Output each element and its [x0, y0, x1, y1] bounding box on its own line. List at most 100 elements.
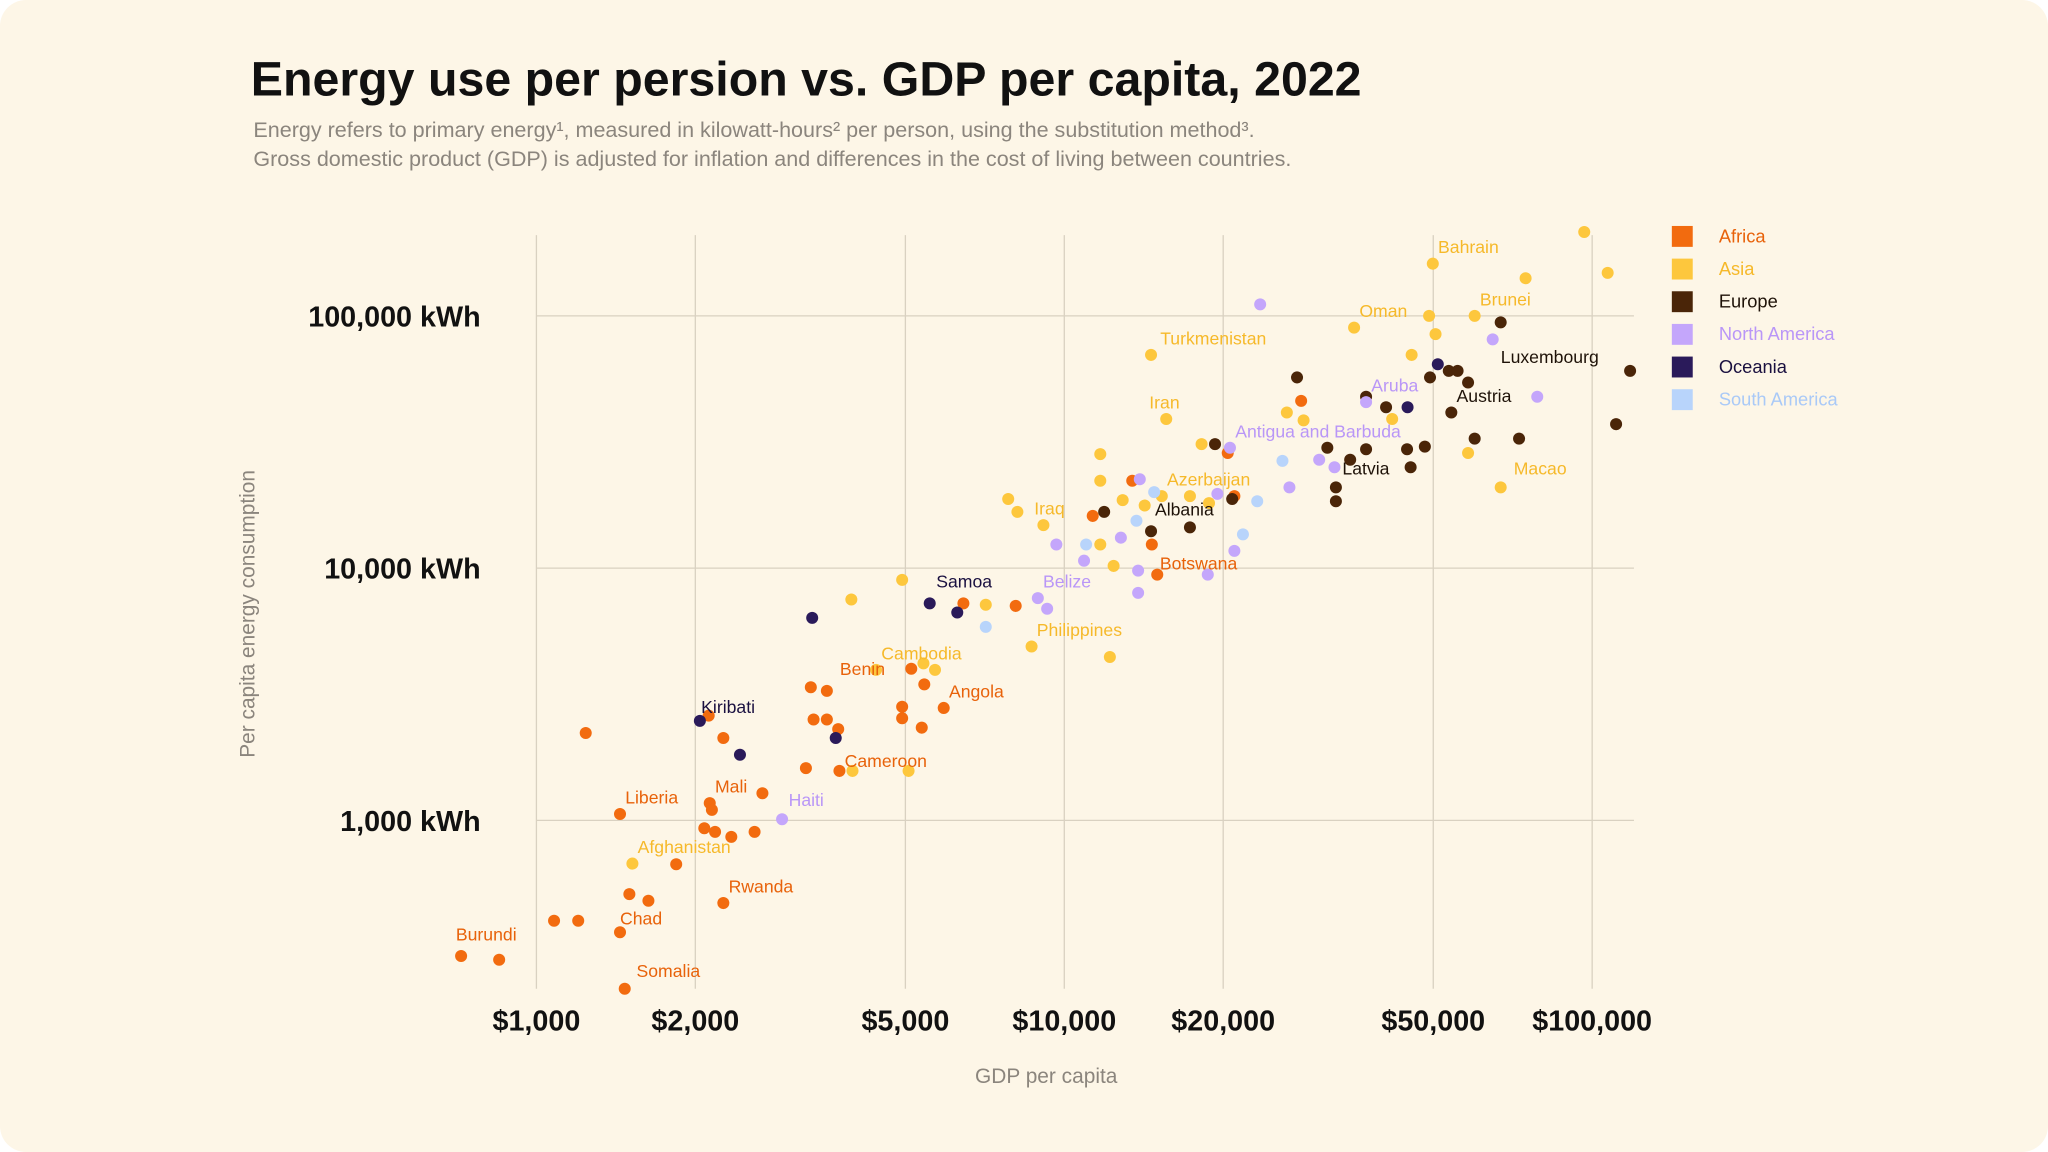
data-point-asia — [845, 593, 858, 606]
data-point-europe — [1451, 364, 1464, 377]
data-point-europe — [1468, 432, 1481, 445]
legend-swatch — [1671, 323, 1693, 345]
point-label: Aruba — [1371, 376, 1418, 396]
data-point-africa — [670, 858, 683, 871]
legend-swatch — [1671, 225, 1693, 247]
data-point-asia — [1578, 225, 1591, 239]
data-point-north-america — [1486, 333, 1499, 346]
data-point-north-america — [776, 813, 789, 826]
data-point-africa — [642, 894, 655, 907]
data-point-africa — [1295, 394, 1308, 407]
data-point-africa — [1145, 538, 1158, 551]
data-point-africa — [493, 953, 506, 966]
data-point-asia — [1037, 519, 1050, 532]
data-point-europe — [1329, 481, 1342, 494]
point-label: Haiti — [789, 790, 824, 810]
data-point-oceania — [923, 597, 936, 610]
data-point-africa — [748, 825, 761, 838]
data-point-africa — [905, 662, 918, 675]
data-point-africa — [804, 681, 817, 694]
data-point-europe — [1494, 316, 1507, 329]
legend-label: Africa — [1719, 225, 1767, 246]
y-tick-label: 10,000 kWh — [324, 554, 480, 586]
data-point-asia — [1405, 348, 1418, 361]
point-label: Cameroon — [845, 751, 927, 771]
data-point-asia — [1094, 448, 1107, 461]
data-point-north-america — [1531, 390, 1544, 403]
point-label: Macao — [1514, 458, 1567, 478]
data-point-north-america — [1228, 544, 1241, 557]
point-label: Antigua and Barbuda — [1235, 421, 1401, 441]
point-label: Angola — [949, 681, 1004, 701]
legend: Africa Asia Europe North America Oceania Sout… — [1671, 225, 1838, 411]
data-point-oceania — [693, 714, 706, 727]
x-tick-label: $100,000 — [1532, 1006, 1652, 1038]
data-point-europe — [1360, 443, 1373, 456]
legend-swatch — [1671, 258, 1693, 280]
data-point-europe — [1513, 432, 1526, 445]
data-point-north-america — [1132, 586, 1145, 599]
y-axis-title: Per capita energy consumption — [237, 470, 260, 758]
data-point-africa — [820, 684, 833, 697]
point-label: Brunei — [1480, 289, 1531, 309]
data-point-africa — [614, 926, 627, 939]
data-point-north-america — [1031, 592, 1044, 605]
x-tick-label: $5,000 — [861, 1006, 949, 1038]
data-point-oceania — [829, 732, 842, 745]
y-tick-label: 1,000 kWh — [340, 806, 480, 838]
data-point-asia — [626, 857, 639, 870]
data-point-north-america — [1360, 396, 1373, 409]
data-point-europe — [1624, 364, 1637, 377]
legend-swatch — [1671, 356, 1693, 378]
point-label: Luxembourg — [1501, 347, 1599, 367]
data-point-europe — [1098, 505, 1111, 518]
point-label: Philippines — [1037, 620, 1122, 640]
x-tick-label: $1,000 — [492, 1006, 580, 1038]
data-point-europe — [1380, 401, 1393, 414]
data-point-africa — [915, 721, 928, 734]
x-tick-label: $2,000 — [651, 1006, 739, 1038]
data-point-asia — [1423, 309, 1436, 322]
data-point-africa — [1009, 599, 1022, 612]
data-point-africa — [807, 713, 820, 726]
data-point-asia — [1468, 309, 1481, 322]
data-point-europe — [1145, 525, 1158, 538]
data-point-asia — [896, 573, 909, 586]
data-point-north-america — [1254, 298, 1267, 311]
data-point-africa — [918, 678, 931, 691]
point-label: Belize — [1043, 572, 1091, 592]
data-point-oceania — [951, 606, 964, 619]
point-label: Botswana — [1160, 553, 1238, 573]
data-point-asia — [917, 657, 930, 670]
point-label: Mali — [715, 777, 747, 797]
point-label: Chad — [620, 908, 662, 928]
data-point-asia — [1297, 414, 1310, 427]
data-point-asia — [1025, 640, 1038, 653]
data-point-asia — [1145, 348, 1158, 361]
point-label: Kiribati — [701, 697, 755, 717]
data-point-africa — [702, 709, 715, 722]
point-label: Iraq — [1034, 499, 1064, 519]
chart-subtitle-line-2: Gross domestic product (GDP) is adjusted… — [253, 146, 1291, 171]
data-point-europe — [1344, 453, 1357, 466]
data-point-south-america — [1148, 486, 1161, 499]
data-point-europe — [1610, 418, 1623, 431]
point-label: Turkmenistan — [1160, 328, 1266, 348]
data-point-south-america — [1236, 528, 1249, 541]
point-label: Oman — [1359, 301, 1407, 321]
data-point-asia — [1094, 474, 1107, 487]
data-point-africa — [957, 597, 970, 610]
legend-label: North America — [1719, 323, 1836, 344]
data-point-asia — [929, 663, 942, 676]
data-point-asia — [1348, 321, 1361, 334]
point-label: Samoa — [936, 572, 992, 592]
data-point-africa — [705, 803, 718, 816]
data-point-south-america — [1080, 538, 1093, 551]
x-tick-label: $50,000 — [1381, 1006, 1485, 1038]
data-point-africa — [896, 712, 909, 725]
data-point-europe — [1209, 438, 1222, 451]
tick-labels: $1,000 $2,000 $5,000 $10,000 $20,000 $50,000 $… — [308, 301, 1652, 1037]
gridlines — [535, 235, 1634, 989]
